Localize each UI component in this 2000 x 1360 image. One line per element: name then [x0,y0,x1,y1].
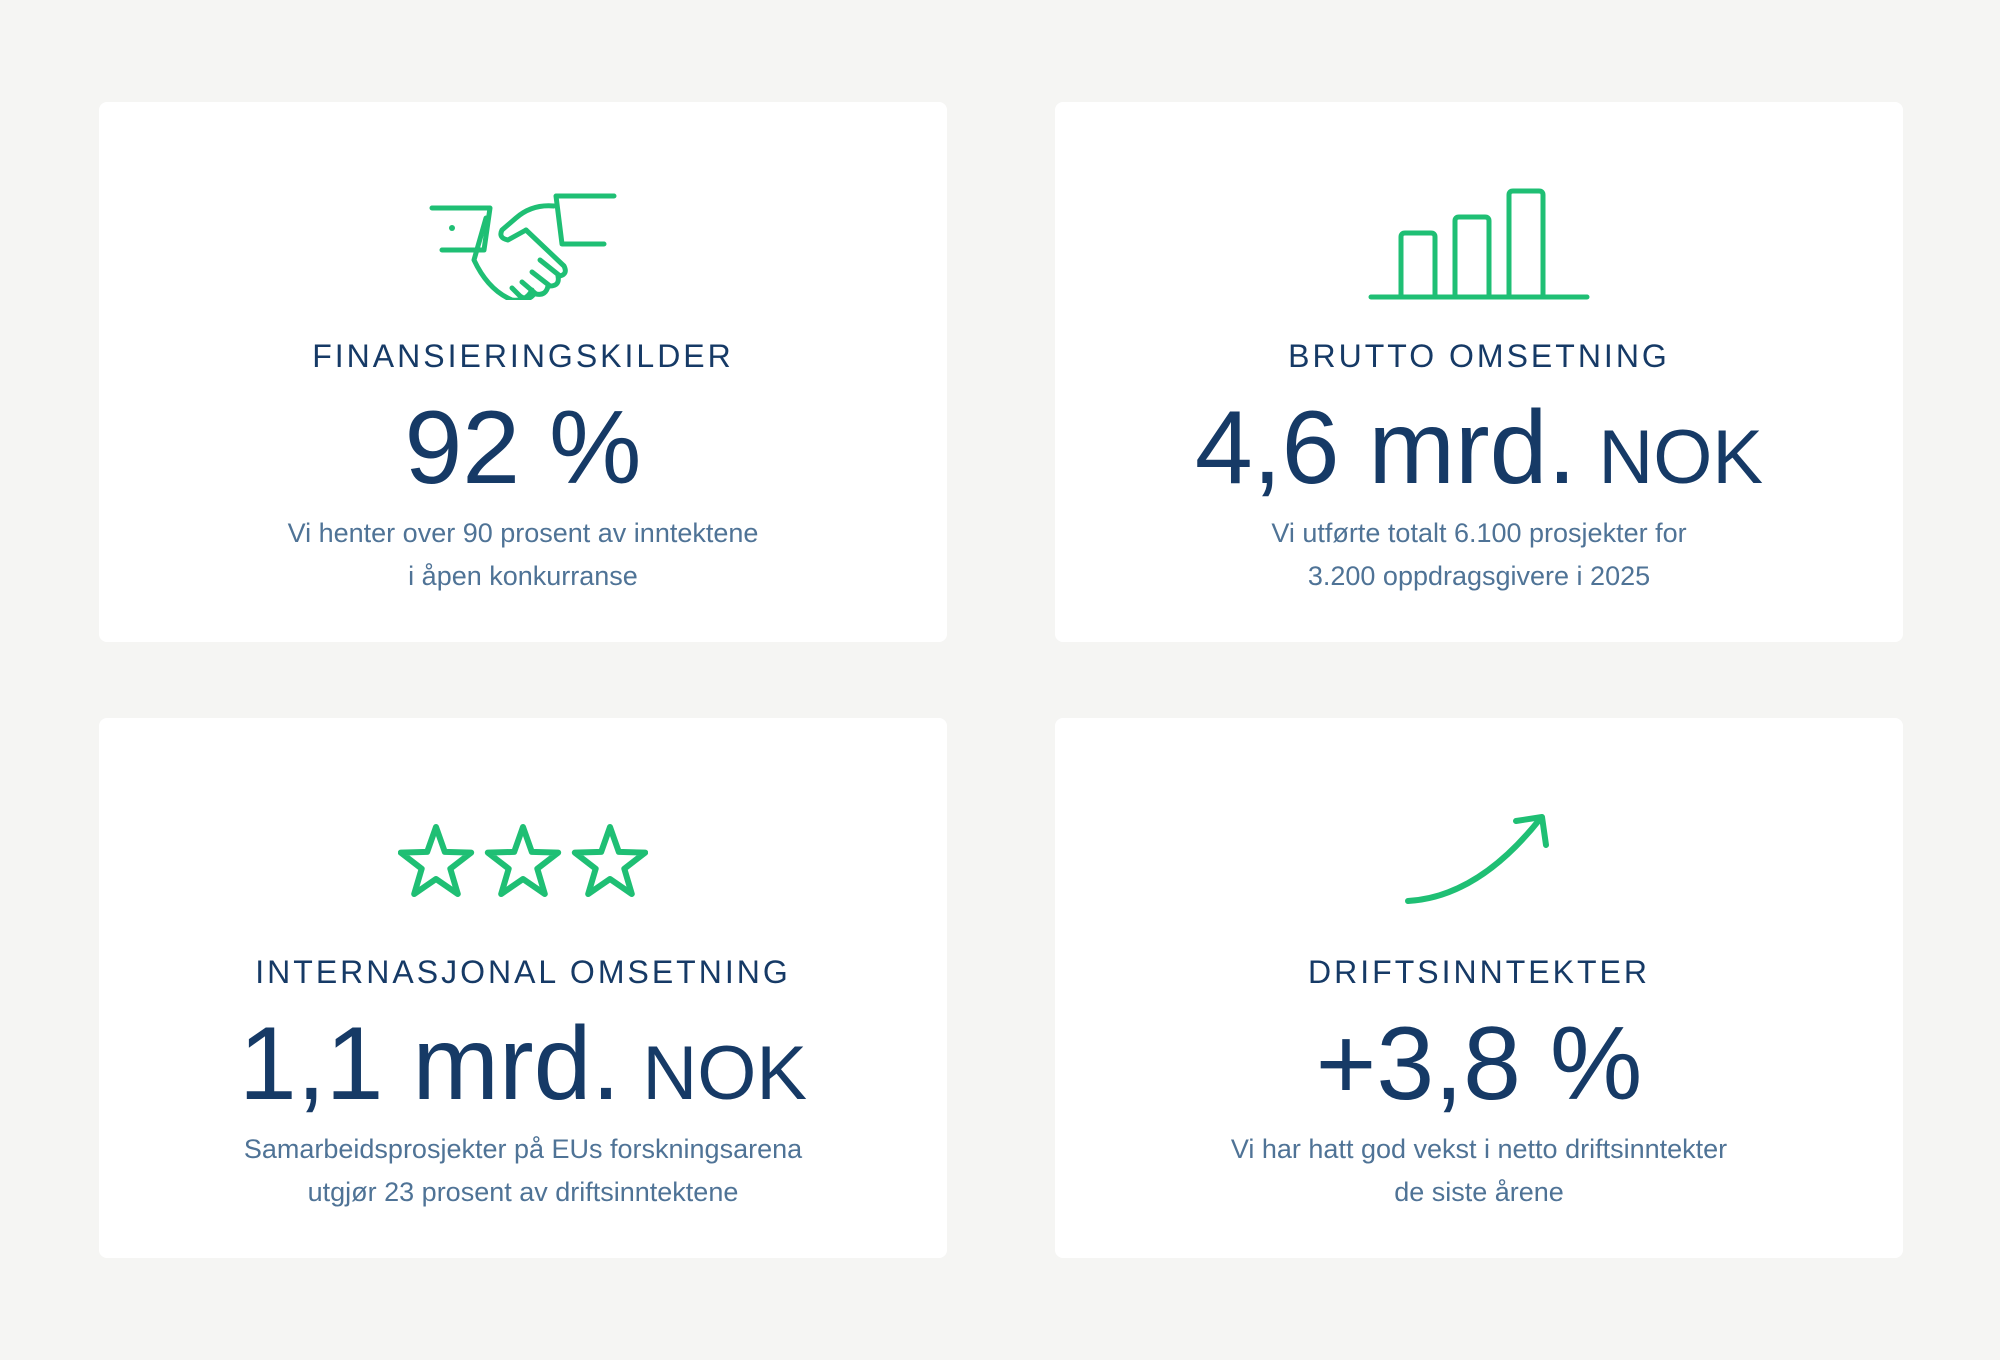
value-number: +3,8 % [1315,1006,1643,1122]
card-value: +3,8 % [1055,1004,1903,1124]
description-line: Vi henter over 90 prosent av inntektene [287,518,759,548]
description-line: de siste årene [1394,1177,1564,1207]
three-stars-icon [99,796,947,926]
value-unit: NOK [642,1031,808,1116]
upward-arrow-icon [1055,796,1903,926]
card-value: 92 % [99,388,947,508]
card-gross-turnover: BRUTTO OMSETNING 4,6 mrd. NOK Vi utførte … [1055,102,1903,642]
card-operating-revenue: DRIFTSINNTEKTER +3,8 % Vi har hatt god v… [1055,718,1903,1258]
value-number: 4,6 mrd. [1194,390,1577,506]
card-value: 4,6 mrd. NOK [1055,388,1903,518]
card-description: Samarbeidsprosjekter på EUs forskningsar… [139,1128,907,1214]
value-number: 92 % [404,390,642,506]
card-heading: DRIFTSINNTEKTER [1308,954,1650,990]
bar-chart-icon [1055,180,1903,310]
card-description: Vi har hatt god vekst i netto driftsinnt… [1095,1128,1863,1214]
card-value: 1,1 mrd. NOK [99,1004,947,1134]
description-line: Vi har hatt god vekst i netto driftsinnt… [1230,1134,1728,1164]
card-heading: INTERNASJONAL OMSETNING [255,954,791,990]
description-line: Vi utførte totalt 6.100 prosjekter for [1271,518,1687,548]
description-line: i åpen konkurranse [408,561,638,591]
card-description: Vi utførte totalt 6.100 prosjekter for 3… [1095,512,1863,598]
description-line: utgjør 23 prosent av driftsinntektene [307,1177,739,1207]
handshake-icon [99,180,947,310]
card-description: Vi henter over 90 prosent av inntektene … [139,512,907,598]
card-international-turnover: INTERNASJONAL OMSETNING 1,1 mrd. NOK Sama… [99,718,947,1258]
card-heading: BRUTTO OMSETNING [1288,338,1670,374]
value-unit: NOK [1598,415,1764,500]
value-number: 1,1 mrd. [238,1006,621,1122]
card-financing-sources: FINANSIERINGSKILDER 92 % Vi henter over … [99,102,947,642]
description-line: 3.200 oppdragsgivere i 2025 [1307,561,1651,591]
card-heading: FINANSIERINGSKILDER [312,338,734,374]
description-line: Samarbeidsprosjekter på EUs forskningsar… [243,1134,803,1164]
